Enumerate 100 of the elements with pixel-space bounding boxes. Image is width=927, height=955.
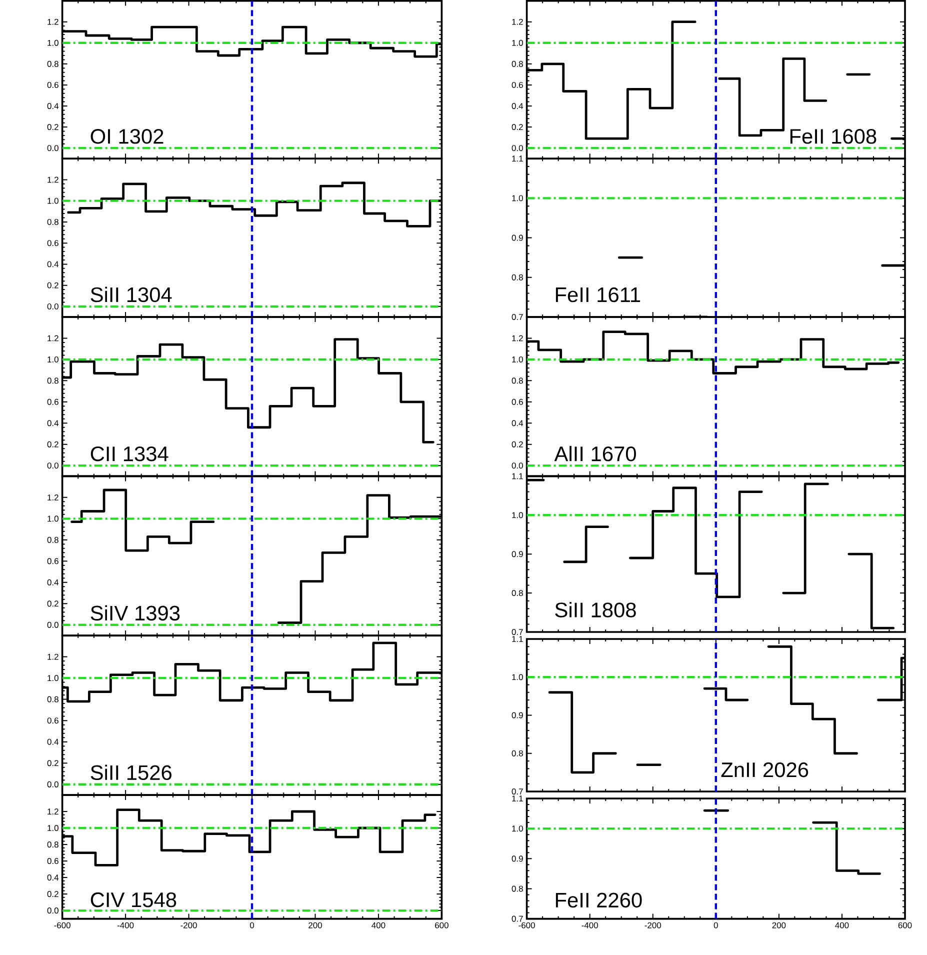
y-tick-label: 1.1 — [512, 796, 523, 802]
annotation: FeII 1611 — [556, 287, 640, 302]
y-tick-label: 0.8 — [47, 696, 58, 702]
y-tick-label: 1.0 — [48, 40, 58, 46]
y-tick-label: 0.6 — [47, 240, 58, 246]
y-tick-label: 1.0 — [48, 198, 58, 204]
y-tick-label: 0.7 — [512, 788, 523, 794]
y-tick-label: 1.2 — [512, 335, 523, 342]
y-tick-label: 0.8 — [47, 378, 58, 384]
annotation: OI 1302 — [90, 128, 164, 144]
y-tick-label: 1.0 — [48, 516, 58, 522]
y-tick-label: 1.0 — [48, 825, 58, 832]
y-tick-label: 0.4 — [47, 420, 59, 426]
y-tick-label: 1.0 — [512, 512, 523, 518]
y-tick-label: 0.6 — [47, 718, 58, 724]
x-tick-label: 600 — [435, 922, 448, 928]
y-tick-label: 0.9 — [512, 234, 523, 241]
annotation: ZnII 2026 — [721, 762, 808, 778]
annotation: FeII 2260 — [556, 892, 642, 908]
x-tick-label: -400 — [117, 922, 134, 928]
y-tick-label: 1.1 — [512, 156, 523, 162]
y-tick-label: 0.6 — [47, 858, 58, 864]
y-tick-label: 0.6 — [47, 82, 58, 88]
x-tick-label: 0 — [714, 922, 718, 928]
y-tick-label: 0.7 — [512, 314, 523, 320]
y-tick-label: 1.0 — [512, 195, 523, 202]
y-tick-label: 1.2 — [48, 808, 58, 814]
y-tick-label: 0.2 — [512, 441, 523, 448]
y-tick-label: 0.7 — [512, 916, 523, 922]
y-tick-label: 0.8 — [512, 750, 523, 756]
y-tick-label: 0.2 — [47, 282, 58, 288]
x-tick-label: 200 — [308, 922, 322, 928]
y-tick-label: 0.0 — [47, 781, 58, 788]
x-tick-label: 200 — [772, 922, 786, 928]
y-tick-label: 0.0 — [47, 303, 58, 310]
y-tick-label: 1.0 — [512, 40, 523, 46]
x-tick-label: -200 — [180, 922, 197, 928]
x-tick-label: -200 — [644, 922, 662, 928]
x-tick-label: -600 — [518, 922, 535, 928]
y-tick-label: 0.4 — [47, 261, 59, 268]
annotation: SiII 1808 — [555, 602, 636, 618]
y-tick-label: 0.8 — [512, 60, 523, 67]
y-tick-label: 0.0 — [47, 622, 58, 628]
y-tick-label: 0.6 — [47, 558, 58, 564]
x-tick-label: 400 — [372, 922, 386, 928]
annotation: SiIV 1393 — [90, 605, 180, 621]
annotation: AlII 1670 — [554, 446, 636, 462]
y-tick-label: 1.2 — [512, 18, 523, 25]
y-tick-label: 1.2 — [48, 176, 58, 183]
y-tick-label: 1.0 — [48, 356, 58, 362]
y-tick-label: 0.2 — [512, 124, 523, 130]
annotation: SiII 1304 — [90, 286, 172, 302]
x-tick-label: 600 — [898, 922, 912, 928]
x-tick-label: 0 — [250, 922, 254, 928]
y-tick-label: 0.0 — [512, 145, 523, 152]
y-tick-label: 1.2 — [48, 18, 58, 25]
y-tick-label: 0.2 — [47, 124, 58, 130]
x-tick-label: -400 — [582, 922, 598, 928]
annotation: SiII 1526 — [90, 764, 172, 780]
y-tick-label: 0.8 — [47, 218, 58, 225]
y-tick-label: 0.8 — [47, 842, 58, 848]
y-tick-label: 0.4 — [47, 579, 59, 586]
y-tick-label: 0.9 — [512, 712, 523, 718]
y-tick-label: 0.8 — [512, 886, 523, 892]
y-tick-label: 1.1 — [512, 473, 523, 480]
y-tick-label: 1.2 — [48, 494, 58, 500]
y-tick-label: 0.9 — [512, 856, 523, 862]
annotation: FeII 1608 — [790, 128, 876, 144]
y-tick-label: 0.6 — [512, 82, 523, 88]
y-tick-label: 0.4 — [47, 874, 59, 881]
y-tick-label: 0.8 — [512, 274, 523, 280]
annotation: CII 1334 — [90, 446, 168, 462]
y-tick-label: 1.0 — [512, 356, 523, 362]
y-tick-label: 0.8 — [512, 590, 523, 596]
x-tick-label: 400 — [835, 922, 849, 928]
x-tick-label: -600 — [54, 922, 70, 928]
y-tick-label: 0.4 — [512, 420, 524, 426]
y-tick-label: 0.2 — [47, 891, 58, 898]
y-tick-label: 1.2 — [48, 335, 58, 342]
y-tick-label: 1.0 — [512, 674, 523, 680]
y-tick-label: 0.4 — [47, 103, 59, 109]
y-tick-label: 1.2 — [48, 654, 58, 660]
y-tick-label: 0.8 — [47, 536, 58, 543]
y-tick-label: 1.0 — [48, 675, 58, 682]
y-tick-label: 0.0 — [512, 462, 523, 469]
y-tick-label: 0.2 — [47, 600, 58, 607]
y-tick-label: 0.2 — [47, 760, 58, 766]
y-tick-label: 0.0 — [47, 908, 58, 914]
y-tick-label: 0.6 — [47, 398, 58, 405]
y-tick-label: 0.4 — [512, 103, 524, 109]
y-tick-label: 1.0 — [512, 826, 523, 832]
y-tick-label: 0.8 — [512, 378, 523, 384]
y-tick-label: 0.9 — [512, 551, 523, 558]
y-tick-label: 0.0 — [47, 462, 58, 469]
y-tick-label: 1.1 — [512, 636, 523, 642]
y-tick-label: 0.2 — [47, 441, 58, 448]
annotation: CIV 1548 — [90, 892, 176, 908]
y-tick-label: 0.7 — [512, 629, 523, 635]
y-tick-label: 0.4 — [47, 738, 59, 745]
y-tick-label: 0.6 — [512, 398, 523, 405]
